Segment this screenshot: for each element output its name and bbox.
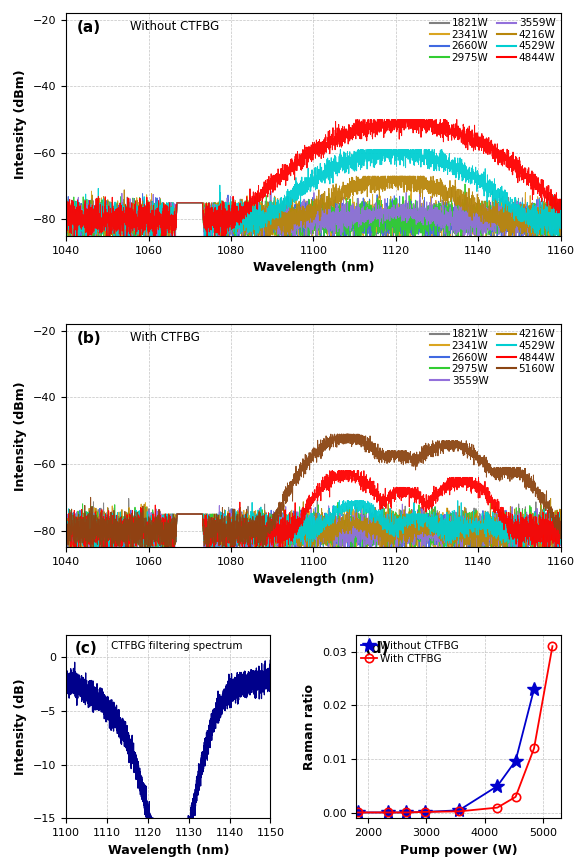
X-axis label: Wavelength (nm): Wavelength (nm) [108, 843, 229, 856]
Without CTFBG [531, 684, 538, 695]
Without CTFBG [512, 756, 519, 766]
Text: (c): (c) [74, 641, 97, 656]
With CTFBG [421, 807, 428, 818]
Without CTFBG [385, 807, 392, 818]
Without CTFBG [354, 807, 361, 818]
With CTFBG [403, 807, 410, 818]
Without CTFBG [494, 781, 501, 792]
Y-axis label: Intensity (dBm): Intensity (dBm) [14, 381, 28, 490]
Text: (a): (a) [77, 20, 101, 35]
Without CTFBG [421, 807, 428, 818]
X-axis label: Wavelength (nm): Wavelength (nm) [252, 572, 374, 585]
X-axis label: Pump power (W): Pump power (W) [400, 843, 518, 856]
Text: (d): (d) [365, 641, 389, 656]
Y-axis label: Intensity (dB): Intensity (dB) [14, 679, 28, 775]
With CTFBG [354, 807, 361, 818]
Text: With CTFBG: With CTFBG [131, 331, 200, 344]
Legend: Without CTFBG, With CTFBG: Without CTFBG, With CTFBG [362, 641, 459, 663]
Line: With CTFBG: With CTFBG [354, 642, 557, 817]
With CTFBG [455, 806, 462, 817]
X-axis label: Wavelength (nm): Wavelength (nm) [252, 262, 374, 275]
Y-axis label: Raman ratio: Raman ratio [303, 684, 316, 770]
With CTFBG [512, 792, 519, 802]
Without CTFBG [403, 807, 410, 818]
Text: CTFBG filtering spectrum: CTFBG filtering spectrum [111, 641, 243, 651]
Text: (b): (b) [77, 331, 102, 346]
With CTFBG [549, 641, 556, 651]
Without CTFBG [455, 805, 462, 816]
Legend: 1821W, 2341W, 2660W, 2975W, 3559W, 4216W, 4529W, 4844W, 5160W: 1821W, 2341W, 2660W, 2975W, 3559W, 4216W… [430, 329, 555, 385]
With CTFBG [494, 803, 501, 813]
With CTFBG [531, 743, 538, 753]
Legend: 1821W, 2341W, 2660W, 2975W, 3559W, 4216W, 4529W, 4844W: 1821W, 2341W, 2660W, 2975W, 3559W, 4216W… [430, 18, 555, 63]
Y-axis label: Intensity (dBm): Intensity (dBm) [14, 70, 28, 179]
Text: Without CTFBG: Without CTFBG [131, 20, 220, 33]
Line: Without CTFBG: Without CTFBG [351, 682, 541, 819]
With CTFBG [385, 807, 392, 818]
